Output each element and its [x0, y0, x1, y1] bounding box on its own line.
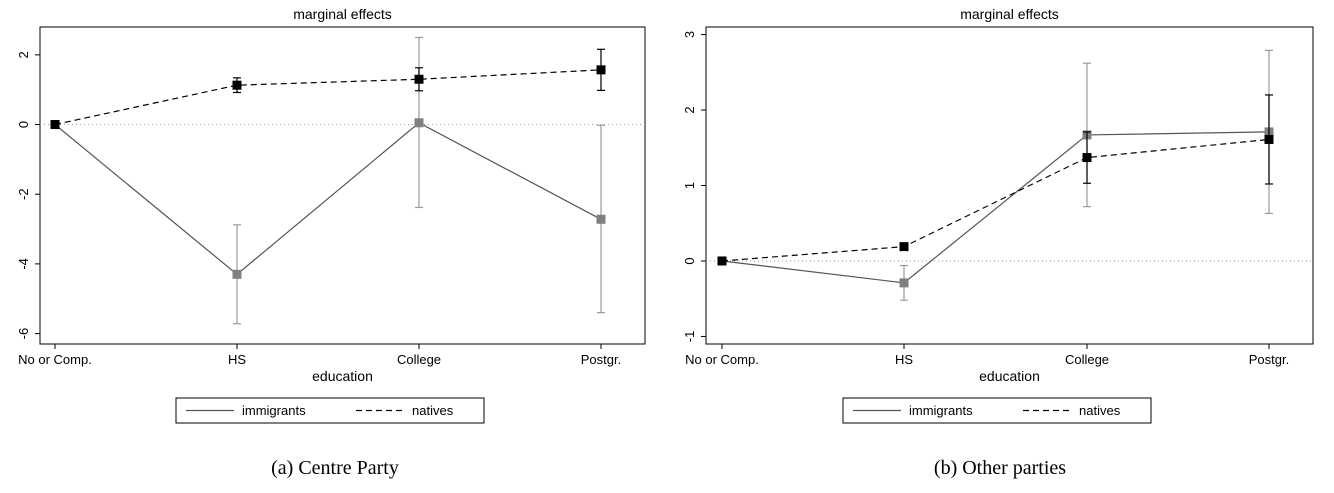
- x-tick-label: College: [397, 352, 441, 367]
- y-tick-label: 2: [16, 51, 31, 58]
- y-tick-label: -2: [16, 188, 31, 200]
- data-point: [596, 214, 606, 224]
- series-natives: [717, 94, 1274, 266]
- x-axis-label: education: [979, 368, 1040, 384]
- chart-panel-1: marginal effects -6 -4 -2 0 2 No or Comp. HS Col…: [16, 6, 646, 479]
- y-tick-label: 0: [682, 257, 697, 264]
- x-tick-label: Postgr.: [581, 352, 621, 367]
- data-point: [899, 242, 909, 252]
- chart-title: marginal effects: [960, 6, 1059, 22]
- y-tick-label: 3: [682, 31, 697, 38]
- series-line: [721, 138, 1270, 262]
- data-point: [1264, 134, 1274, 144]
- y-tick-label: 2: [682, 106, 697, 113]
- data-point: [414, 118, 424, 128]
- figure-caption: (a) Centre Party: [271, 457, 399, 479]
- plot-frame: [39, 26, 646, 345]
- x-tick-label: No or Comp.: [685, 352, 759, 367]
- chart-panel-2: marginal effects -1 0 1 2 3 No or Comp. HS Colle…: [682, 6, 1314, 479]
- data-point: [232, 80, 242, 90]
- x-tick-label: No or Comp.: [18, 352, 92, 367]
- x-tick-label: HS: [228, 352, 246, 367]
- legend: immigrants natives: [842, 397, 1152, 424]
- chart-title: marginal effects: [293, 6, 392, 22]
- data-point: [596, 65, 606, 75]
- y-tick-label: 0: [16, 121, 31, 128]
- series-line: [54, 69, 602, 126]
- series-natives: [50, 48, 606, 130]
- x-axis-label: education: [312, 368, 373, 384]
- data-point: [899, 278, 909, 288]
- legend-label-immigrants: immigrants: [242, 403, 306, 418]
- data-point: [717, 256, 727, 266]
- legend-label-natives: natives: [1079, 403, 1121, 418]
- data-point: [414, 74, 424, 84]
- y-tick-label: 1: [682, 182, 697, 189]
- x-tick-label: Postgr.: [1249, 352, 1289, 367]
- y-tick-label: -6: [16, 328, 31, 340]
- legend-label-immigrants: immigrants: [909, 403, 973, 418]
- legend: immigrants natives: [175, 397, 485, 424]
- figure-caption: (b) Other parties: [934, 457, 1066, 479]
- plot-frame: [705, 26, 1314, 345]
- data-point: [232, 269, 242, 279]
- data-point: [1082, 153, 1092, 163]
- x-tick-label: HS: [895, 352, 913, 367]
- y-tick-label: -1: [682, 331, 697, 343]
- data-point: [50, 120, 60, 130]
- series-line: [54, 122, 602, 276]
- legend-label-natives: natives: [412, 403, 454, 418]
- series-immigrants: [717, 49, 1274, 301]
- y-tick-label: -4: [16, 258, 31, 270]
- series-line: [721, 131, 1270, 284]
- series-immigrants: [50, 36, 606, 325]
- x-tick-label: College: [1065, 352, 1109, 367]
